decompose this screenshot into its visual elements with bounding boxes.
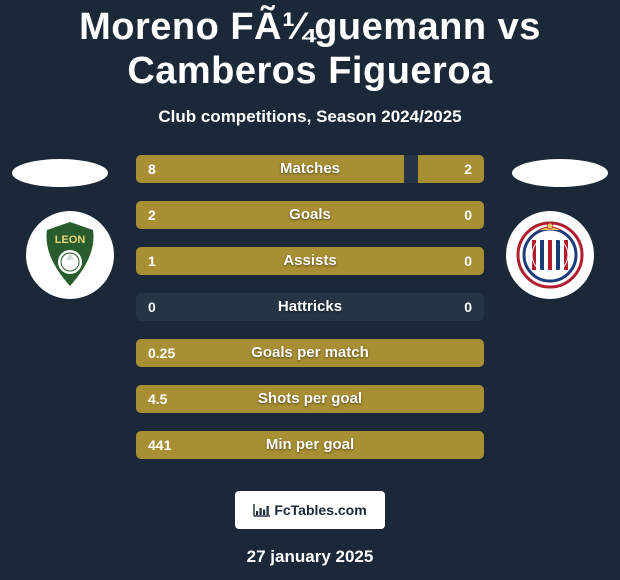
chart-icon [253,503,271,517]
stat-row: 0.25Goals per match [136,339,484,367]
stat-label: Goals [136,201,484,229]
stat-row: 4.5Shots per goal [136,385,484,413]
subtitle: Club competitions, Season 2024/2025 [0,107,620,127]
stat-label: Hattricks [136,293,484,321]
stat-label: Assists [136,247,484,275]
stat-row: 20Goals [136,201,484,229]
chivas-logo-icon [511,216,589,294]
stat-row: 82Matches [136,155,484,183]
site-badge: FcTables.com [235,491,385,529]
stat-label: Min per goal [136,431,484,459]
stat-label: Goals per match [136,339,484,367]
comparison-area: LEON 82Matches 20Goals 10Assists 00Hattrick… [0,155,620,485]
stat-label: Shots per goal [136,385,484,413]
player-photo-left [12,159,108,187]
player-photo-right [512,159,608,187]
stat-bars: 82Matches 20Goals 10Assists 00Hattricks 0.25… [136,155,484,477]
date-text: 27 january 2025 [0,547,620,567]
stat-row: 10Assists [136,247,484,275]
leon-logo-icon: LEON [31,216,109,294]
club-logo-right [506,211,594,299]
stat-row: 441Min per goal [136,431,484,459]
club-logo-left: LEON [26,211,114,299]
stat-label: Matches [136,155,484,183]
stat-row: 00Hattricks [136,293,484,321]
svg-text:LEON: LEON [55,234,86,246]
page-title: Moreno FÃ¼guemann vs Camberos Figueroa [0,0,620,93]
site-name: FcTables.com [274,502,366,518]
